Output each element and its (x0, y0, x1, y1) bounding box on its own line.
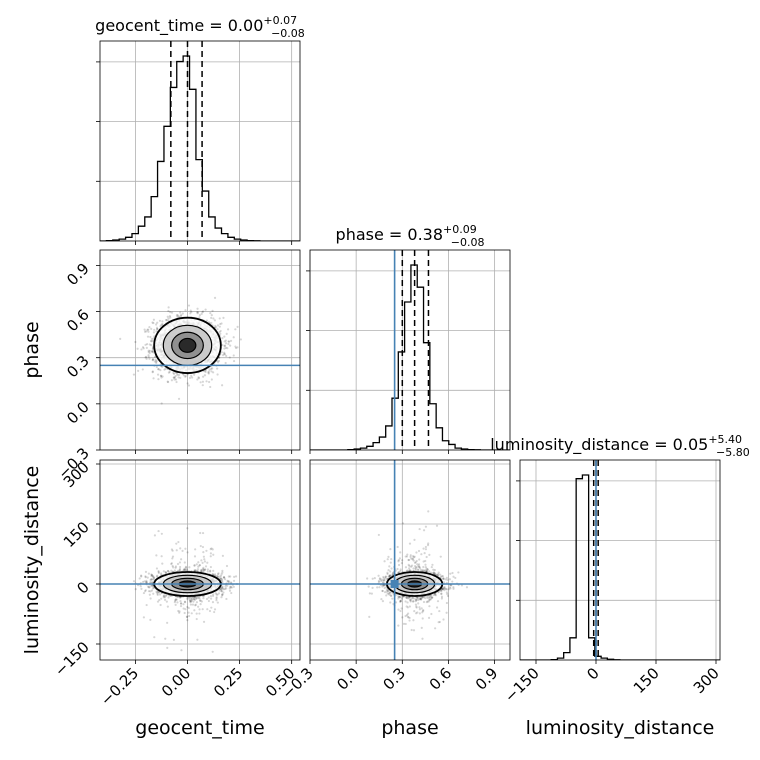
panel-title-phase: phase = 0.38+0.09 −0.08 (336, 223, 485, 249)
density-contour (178, 337, 197, 353)
histogram-panel-geocent_time: geocent_time = 0.00+0.07 −0.08 (95, 14, 305, 245)
x-tick-label: 300 (690, 664, 723, 697)
y-tick-label: −150 (51, 638, 93, 680)
y-axis-label-phase: phase (21, 321, 43, 378)
x-tick-label: 0.0 (333, 664, 363, 694)
histogram-step-line (520, 474, 720, 660)
y-tick-label: 0.3 (63, 352, 93, 382)
x-tick-label: 0 (583, 664, 602, 683)
x-tick-label: 0.3 (380, 664, 410, 694)
x-tick-label: 150 (630, 664, 663, 697)
y-tick-label: 150 (60, 518, 93, 551)
panel-frame (309, 459, 511, 661)
panel-title-luminosity_distance: luminosity_distance = 0.05+5.40 −5.80 (490, 433, 750, 459)
histogram-step-line (310, 264, 510, 450)
histogram-panel-luminosity_distance: luminosity_distance = 0.05+5.40 −5.80 (490, 433, 750, 664)
panel-frame (99, 40, 301, 242)
joint-panel-phase-luminosity_distance (309, 459, 511, 664)
x-tick-label: 0.6 (426, 664, 456, 694)
y-tick-label: 0.6 (63, 306, 93, 336)
joint-panel-geocent_time-phase (96, 249, 301, 454)
x-tick-label: −150 (501, 664, 543, 706)
y-tick-label: 0 (73, 578, 92, 597)
x-axis-label-phase: phase (381, 717, 438, 739)
x-axis-label-luminosity_distance: luminosity_distance (526, 717, 715, 739)
x-tick-label: 0.00 (158, 664, 194, 700)
panel-frame (99, 249, 301, 451)
histogram-panel-phase: phase = 0.38+0.09 −0.08 (306, 223, 511, 454)
x-tick-label: −0.25 (97, 664, 142, 709)
joint-panel-geocent_time-luminosity_distance (96, 459, 301, 664)
y-axis-label-luminosity_distance: luminosity_distance (21, 466, 43, 655)
injection-marker (390, 580, 399, 588)
x-tick-label: 0.9 (472, 664, 502, 694)
panel-frame (519, 459, 721, 661)
y-tick-label: 0.0 (63, 398, 93, 428)
y-tick-label: 0.9 (63, 259, 93, 289)
x-axis-label-geocent_time: geocent_time (135, 717, 264, 739)
x-tick-label: 0.25 (210, 664, 246, 700)
panel-frame (309, 249, 511, 451)
panel-title-geocent_time: geocent_time = 0.00+0.07 −0.08 (95, 14, 305, 40)
panel-frame (99, 459, 301, 661)
